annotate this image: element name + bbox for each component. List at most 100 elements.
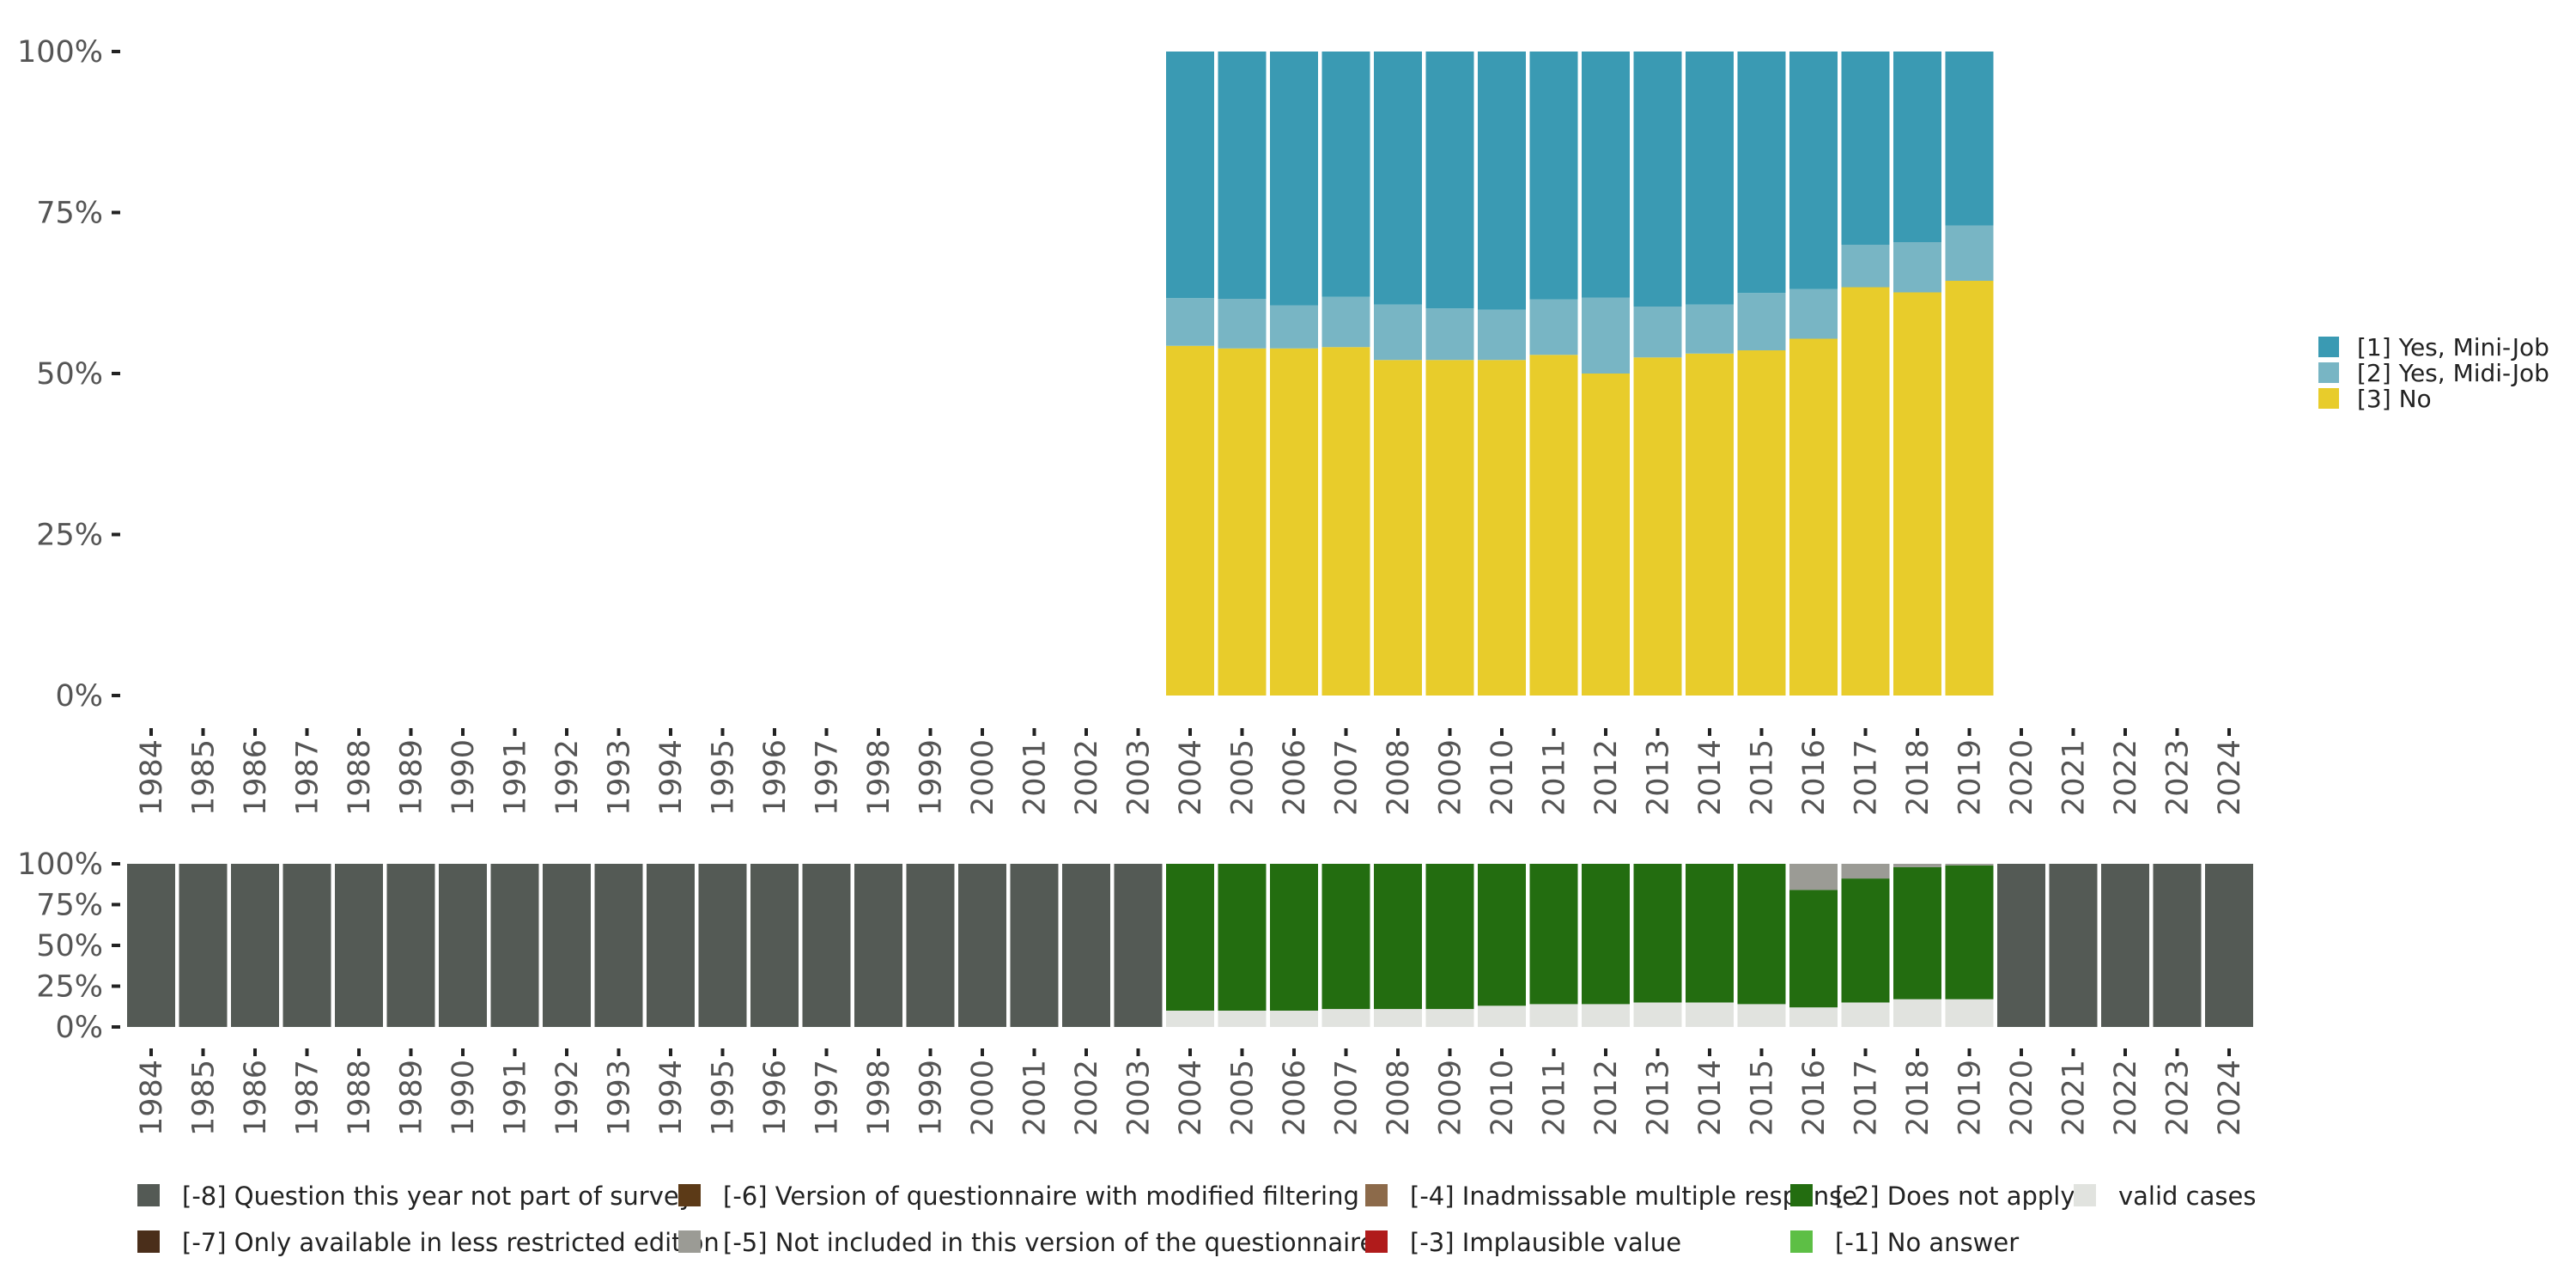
bottom-chart-x-tick-label: 2021 xyxy=(2057,1060,2092,1136)
legend-swatch xyxy=(2318,388,2339,409)
bottom-chart-x-tick-label: 2008 xyxy=(1382,1060,1416,1136)
bottom-chart-bar-2019--5-not-included-in-this-version-of-the-questionnaire xyxy=(1945,864,1994,866)
top-chart-bar-2008--2-yes-midi-job xyxy=(1374,304,1422,361)
bottom-legend-swatch xyxy=(678,1230,701,1253)
bottom-chart-x-tick-label: 2022 xyxy=(2109,1060,2143,1136)
bottom-chart-bar-1989--8-question-this-year-not-part-of-survey xyxy=(386,864,435,1027)
bottom-legend-label: [-6] Version of questionnaire with modif… xyxy=(723,1182,1359,1211)
top-chart-bar-2017--3-no xyxy=(1841,287,1890,696)
bottom-chart-bar-2004--2-does-not-apply xyxy=(1166,864,1214,1011)
bottom-chart-bar-2009--2-does-not-apply xyxy=(1425,864,1474,1010)
top-chart-x-tick-label: 2009 xyxy=(1434,739,1468,816)
bottom-chart-bar-2014--2-does-not-apply xyxy=(1686,864,1734,1003)
top-chart-bar-2006--1-yes-mini-job xyxy=(1270,52,1318,306)
top-chart-bar-2006--2-yes-midi-job xyxy=(1270,305,1318,349)
top-chart-x-tick-label: 1986 xyxy=(239,739,273,816)
bottom-chart-bar-1985--8-question-this-year-not-part-of-survey xyxy=(179,864,228,1027)
top-chart-bar-2010--3-no xyxy=(1478,360,1526,696)
bottom-legend-label: valid cases xyxy=(2118,1182,2256,1211)
top-chart-bar-2007--1-yes-mini-job xyxy=(1321,52,1370,297)
top-chart-bar-2017--1-yes-mini-job xyxy=(1841,52,1890,245)
top-chart-x-tick-label: 1984 xyxy=(135,739,169,816)
top-chart-x-tick-label: 2010 xyxy=(1485,739,1520,816)
bottom-legend-label: [-2] Does not apply xyxy=(1835,1182,2075,1211)
legend-label: [3] No xyxy=(2357,385,2432,413)
bottom-chart-x-tick-label: 2003 xyxy=(1122,1060,1157,1136)
top-chart-bar-2019--2-yes-midi-job xyxy=(1945,225,1994,281)
bottom-legend-swatch xyxy=(137,1184,160,1206)
bottom-chart-bar-2006--2-does-not-apply xyxy=(1270,864,1318,1011)
top-chart-bar-2019--1-yes-mini-job xyxy=(1945,52,1994,226)
bottom-chart-bar-2006-valid-cases xyxy=(1270,1011,1318,1027)
bottom-chart-bar-2002--8-question-this-year-not-part-of-survey xyxy=(1062,864,1110,1027)
bottom-chart-x-tick-label: 2009 xyxy=(1434,1060,1468,1136)
top-chart-bar-2007--2-yes-midi-job xyxy=(1321,296,1370,348)
bottom-chart-x-tick-label: 2005 xyxy=(1226,1060,1261,1136)
bottom-chart-x-tick-label: 1993 xyxy=(603,1060,637,1136)
top-chart-x-tick-label: 2011 xyxy=(1538,739,1572,816)
bottom-chart-bar-2018-valid-cases xyxy=(1893,999,1941,1027)
bottom-chart-x-tick-label: 2014 xyxy=(1693,1060,1728,1136)
bottom-chart-x-tick-label: 2002 xyxy=(1070,1060,1104,1136)
bottom-chart-bar-2019--2-does-not-apply xyxy=(1945,865,1994,999)
bottom-chart-bar-1997--8-question-this-year-not-part-of-survey xyxy=(802,864,851,1027)
bottom-legend-swatch xyxy=(137,1230,160,1253)
top-chart-x-tick-label: 2005 xyxy=(1226,739,1261,816)
bottom-chart-x-tick-label: 1992 xyxy=(550,1060,585,1136)
bottom-chart-bar-2012--2-does-not-apply xyxy=(1582,864,1630,1005)
bottom-chart-bar-2010-valid-cases xyxy=(1478,1005,1526,1027)
bottom-chart-bar-2019-valid-cases xyxy=(1945,999,1994,1027)
top-chart-bar-2016--2-yes-midi-job xyxy=(1789,289,1838,339)
bottom-chart-x-tick-label: 1986 xyxy=(239,1060,273,1136)
top-chart-x-tick-label: 2024 xyxy=(2213,739,2247,816)
bottom-chart-x-tick-label: 2006 xyxy=(1278,1060,1312,1136)
bottom-chart-bar-2005--2-does-not-apply xyxy=(1218,864,1267,1011)
bottom-chart-x-tick-label: 1987 xyxy=(291,1060,325,1136)
bottom-chart-bar-2008--2-does-not-apply xyxy=(1374,864,1422,1010)
top-chart-x-tick-label: 1985 xyxy=(187,739,222,816)
top-chart-bar-2010--2-yes-midi-job xyxy=(1478,309,1526,361)
top-chart-bar-2004--3-no xyxy=(1166,345,1214,696)
top-chart-group: 0% 25% 50% 75% 100% 1984 1985 1986 1987 1988 1989 1… xyxy=(17,35,2247,816)
bottom-chart-bar-2001--8-question-this-year-not-part-of-survey xyxy=(1010,864,1059,1027)
top-chart-x-tick-label: 2015 xyxy=(1746,739,1780,816)
bottom-chart-x-tick-label: 2011 xyxy=(1538,1060,1572,1136)
top-chart-bar-2008--3-no xyxy=(1374,360,1422,696)
bottom-legend-swatch xyxy=(1365,1230,1388,1253)
legend-label: [2] Yes, Midi-Job xyxy=(2357,359,2549,387)
top-chart-x-tick-label: 1996 xyxy=(758,739,793,816)
top-chart-y-tick-label: 50% xyxy=(36,357,103,392)
top-chart-x-tick-label: 2023 xyxy=(2161,739,2196,816)
top-chart-x-tick-label: 1989 xyxy=(395,739,429,816)
bottom-chart-bar-2009-valid-cases xyxy=(1425,1009,1474,1027)
bottom-chart-x-tick-label: 1994 xyxy=(654,1060,689,1136)
bottom-chart-x-tick-label: 1989 xyxy=(395,1060,429,1136)
top-chart-x-tick-label: 2007 xyxy=(1330,739,1364,816)
bottom-chart-bar-2016-valid-cases xyxy=(1789,1007,1838,1027)
bottom-legend-label: [-5] Not included in this version of the… xyxy=(723,1228,1375,1257)
top-chart-bar-2007--3-no xyxy=(1321,347,1370,696)
top-chart-x-tick-label: 2004 xyxy=(1174,739,1208,816)
top-chart-x-tick-label: 2020 xyxy=(2005,739,2039,816)
bottom-chart-bar-2021--8-question-this-year-not-part-of-survey xyxy=(2049,864,2098,1027)
top-chart-bar-2018--1-yes-mini-job xyxy=(1893,52,1941,242)
bottom-chart-bar-1999--8-question-this-year-not-part-of-survey xyxy=(906,864,955,1027)
bottom-legend-swatch xyxy=(1790,1230,1813,1253)
bottom-chart-bar-2022--8-question-this-year-not-part-of-survey xyxy=(2101,864,2149,1027)
bottom-chart-bar-2013--2-does-not-apply xyxy=(1633,864,1682,1003)
bottom-legend-label: [-4] Inadmissable multiple response xyxy=(1410,1182,1857,1211)
top-chart-x-tick-label: 2000 xyxy=(966,739,1000,816)
top-chart-bar-2015--1-yes-mini-job xyxy=(1737,52,1786,294)
top-chart-x-tick-label: 1999 xyxy=(914,739,949,816)
bottom-chart-x-tick-label: 2024 xyxy=(2213,1060,2247,1136)
bottom-chart-bar-2018--2-does-not-apply xyxy=(1893,866,1941,999)
bottom-legend-swatch xyxy=(1365,1184,1388,1206)
top-chart-bar-2005--1-yes-mini-job xyxy=(1218,52,1267,299)
bottom-chart-x-tick-label: 2020 xyxy=(2005,1060,2039,1136)
bottom-chart-bar-1995--8-question-this-year-not-part-of-survey xyxy=(698,864,747,1027)
bottom-chart-bar-2013-valid-cases xyxy=(1633,1002,1682,1027)
top-chart-bar-2009--2-yes-midi-job xyxy=(1425,308,1474,361)
bottom-legend-label: [-1] No answer xyxy=(1835,1228,2019,1257)
bottom-chart-x-tick-label: 2013 xyxy=(1642,1060,1676,1136)
